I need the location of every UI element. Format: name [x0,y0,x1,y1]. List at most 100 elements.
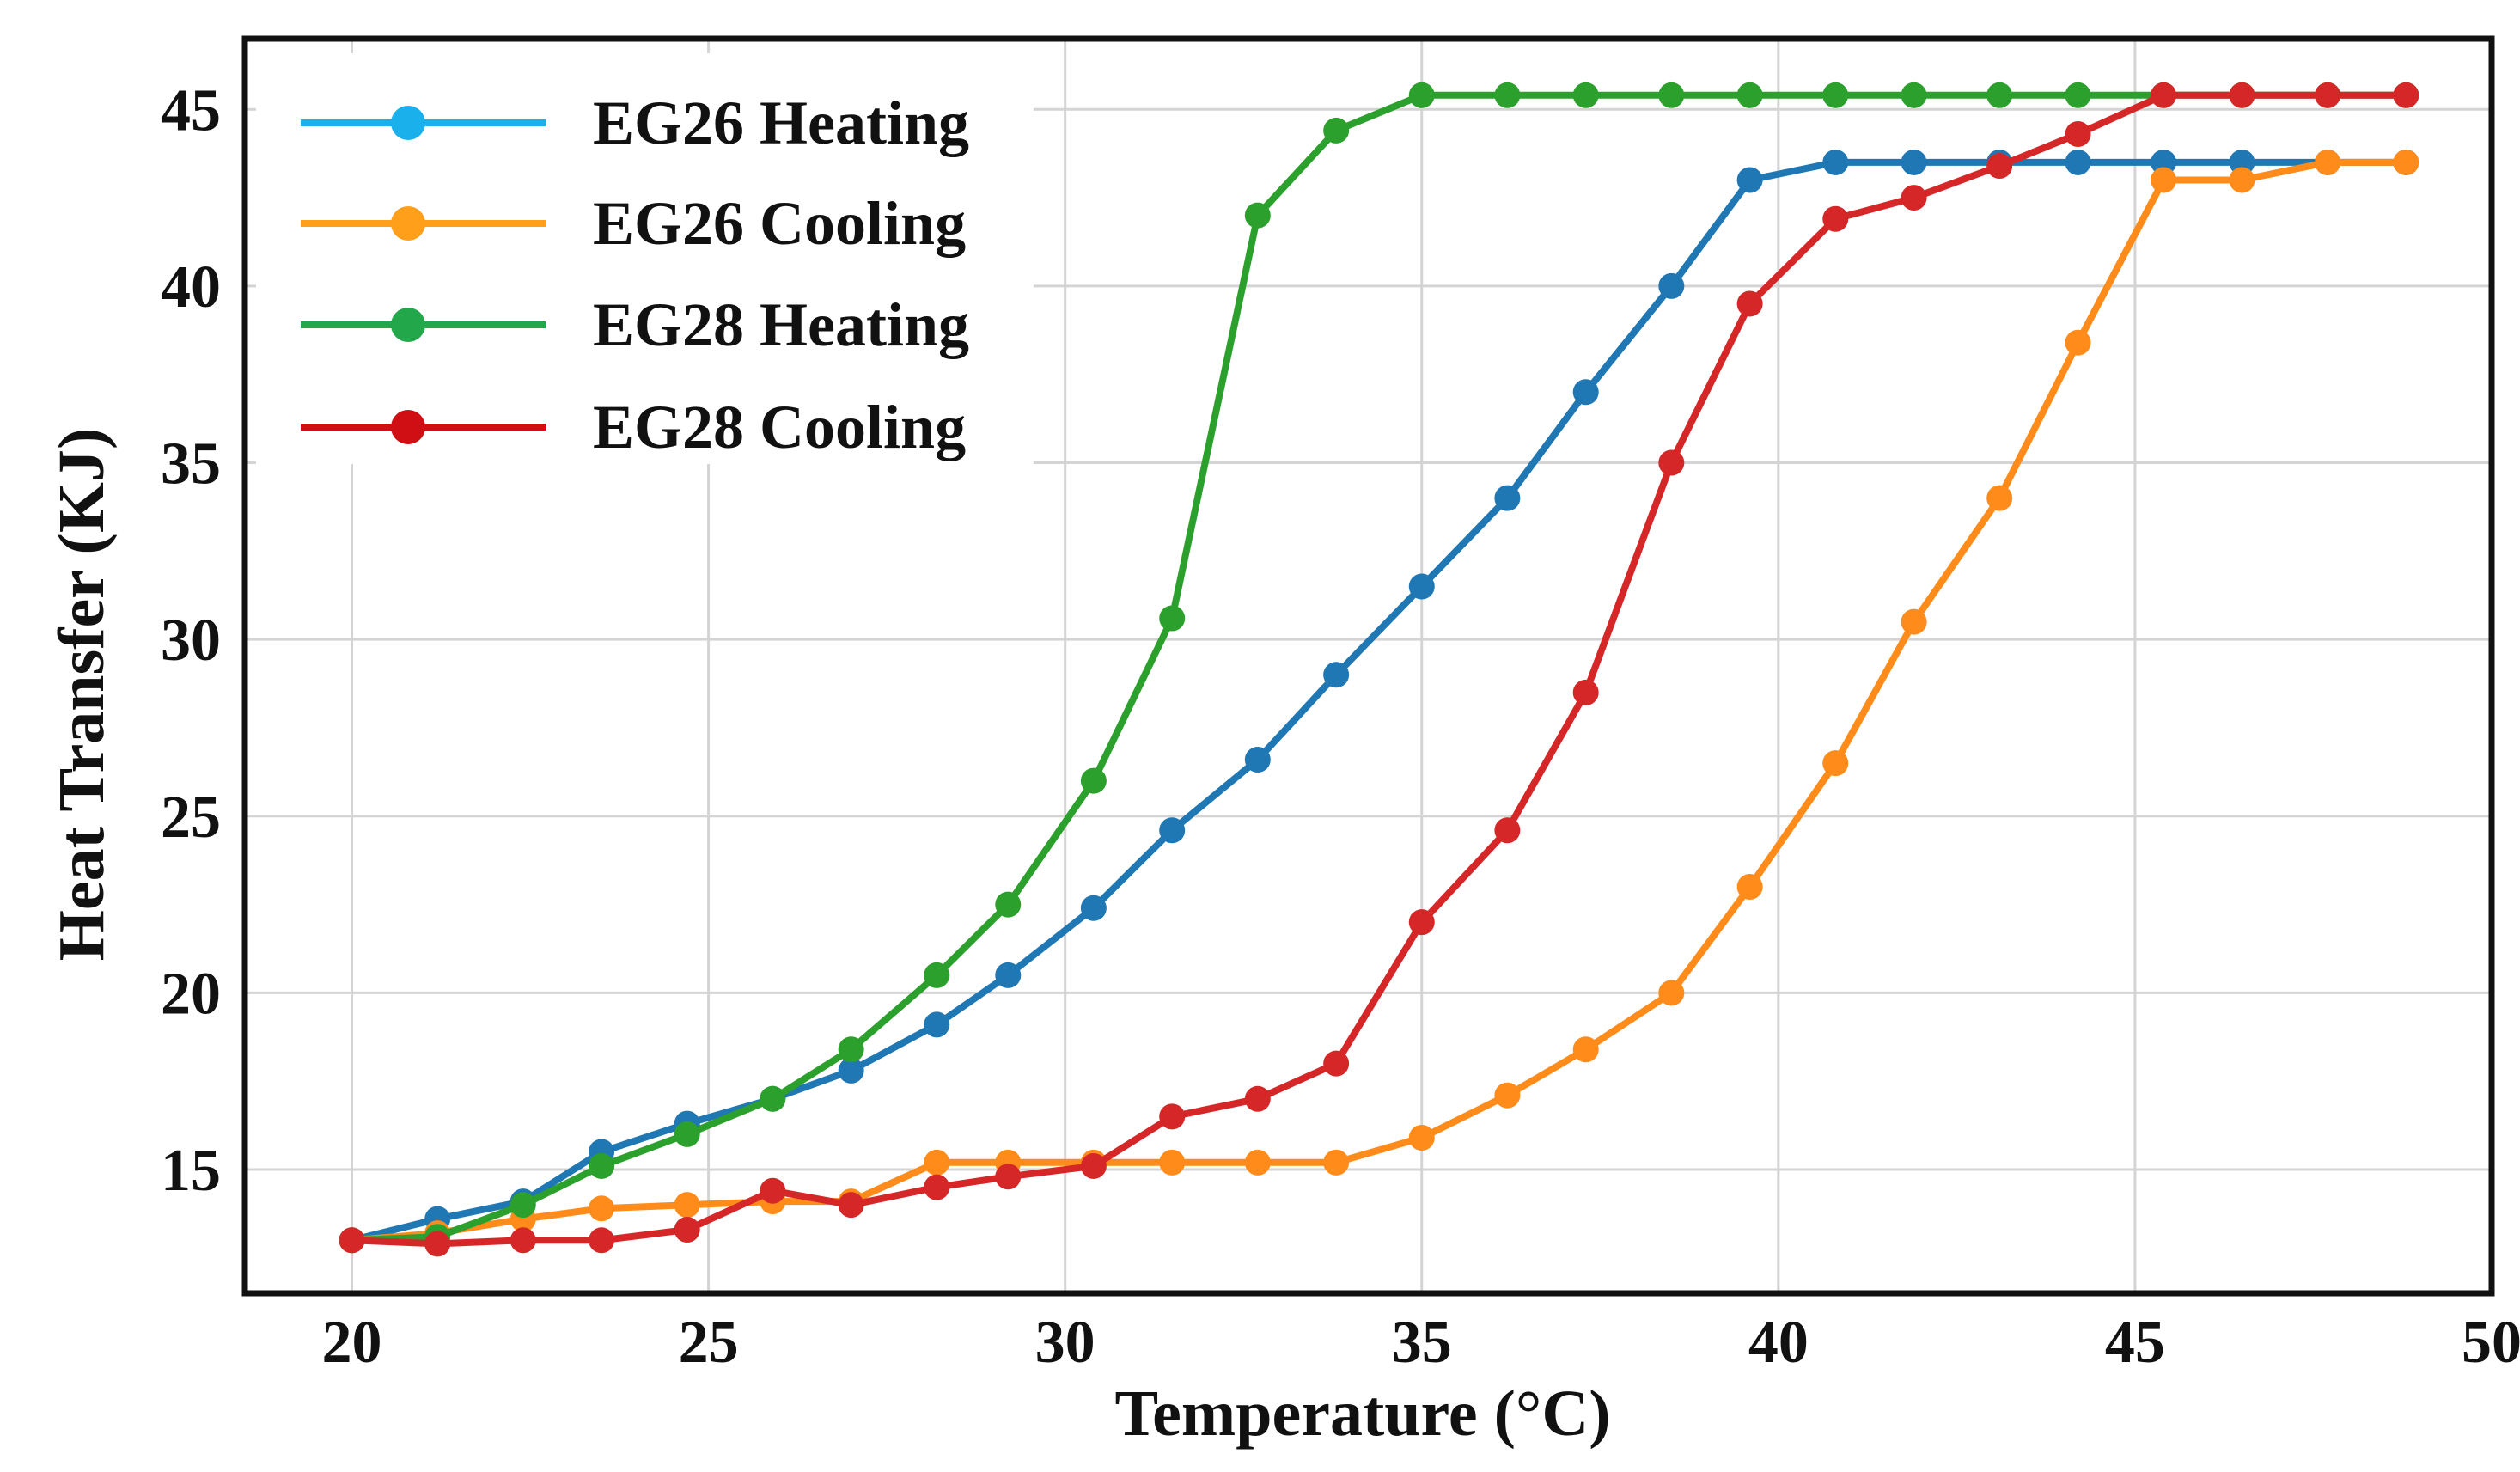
legend-marker [391,106,425,140]
data-point [924,962,950,988]
legend-label: EG28 Cooling [593,393,966,461]
data-point [1901,149,1927,175]
x-axis-label: Temperature (°C) [1114,1377,1610,1450]
plot-frame [241,35,2495,1297]
data-point [1080,895,1107,921]
x-tick-label: 50 [2462,1310,2520,1376]
data-point [760,1085,786,1112]
legend-item: EG28 Cooling [301,393,966,461]
data-point [2065,82,2091,108]
data-point [1494,485,1521,511]
data-point [339,1227,365,1254]
data-point [2151,149,2177,175]
data-point [2229,149,2255,175]
legend-item: EG26 Cooling [301,189,966,258]
data-point [1159,1103,1186,1130]
data-point [1244,1085,1271,1112]
data-point [2151,167,2177,193]
y-tick-label: 15 [161,1138,221,1204]
data-point [2393,82,2419,108]
data-point [674,1121,700,1147]
data-point [924,1011,950,1038]
data-point [1736,874,1763,901]
y-tick-label: 45 [161,77,221,144]
x-tick-label: 25 [679,1310,739,1376]
data-point [589,1227,615,1254]
legend: EG26 Heating EG26 Cooling EG28 Heating EG28… [256,53,1034,464]
data-point [1658,980,1685,1006]
x-tick-label: 35 [1392,1310,1452,1376]
series-line [348,158,2410,1244]
data-point [1080,1152,1107,1179]
x-tick-labels: 20 25 30 35 40 45 50 [322,1310,2520,1376]
y-tick-label: 20 [161,961,221,1027]
y-axis-label: Heat Transfer (KJ) [46,428,118,962]
data-point [2315,149,2341,175]
x-tick-label: 45 [2105,1310,2165,1376]
data-point [1658,449,1685,476]
y-tick-label: 30 [161,608,221,674]
data-point [2393,149,2419,175]
data-point [2065,121,2091,148]
data-point [838,1192,864,1219]
data-point [589,1195,615,1222]
legend-marker [391,308,425,342]
legend-item: EG28 Heating [301,290,969,359]
data-point [2315,82,2341,108]
legend-label: EG26 Heating [593,89,969,157]
data-point [1244,202,1271,229]
data-point [1986,82,2013,108]
data-point [1159,605,1186,632]
y-tick-label: 35 [161,431,221,498]
y-tick-label: 40 [161,254,221,321]
y-tick-label: 25 [161,785,221,851]
data-point [838,1036,864,1063]
data-point [1494,817,1521,844]
data-point [1408,573,1435,600]
data-point [1986,485,2013,511]
data-point [674,1192,700,1219]
data-point [1658,82,1685,108]
legend-marker [391,206,425,241]
data-point [1736,82,1763,108]
legend-item: EG26 Heating [301,89,969,157]
data-point [1408,1125,1435,1151]
data-point [1323,1050,1350,1077]
series-line [348,91,2410,1244]
data-point [1822,205,1849,232]
data-point [1572,379,1599,406]
data-point [1494,1082,1521,1109]
data-point [2229,167,2255,193]
data-point [924,1149,950,1176]
data-point [1658,272,1685,299]
series-line [348,91,2410,1248]
data-point [1159,817,1186,844]
data-point [589,1152,615,1179]
data-point [2229,82,2255,108]
data-point [924,1174,950,1200]
data-point [509,1227,536,1254]
x-tick-label: 40 [1748,1310,1809,1376]
y-tick-labels: 15 20 25 30 35 40 45 [161,77,221,1204]
data-point [995,962,1022,988]
data-point [1572,1036,1599,1063]
data-point [1986,153,2013,180]
data-point [1323,1149,1350,1176]
data-point [424,1231,451,1257]
x-tick-label: 30 [1035,1310,1095,1376]
series-line [348,158,2410,1244]
data-point [1736,290,1763,317]
series-eg28-cooling [339,82,2419,1257]
data-point [1572,82,1599,108]
data-point [838,1057,864,1084]
data-point [1159,1149,1186,1176]
data-point [1080,767,1107,794]
data-point [1901,185,1927,211]
legend-label: EG26 Cooling [593,189,966,258]
data-point [1244,746,1271,773]
data-point [2065,149,2091,175]
data-point [2065,329,2091,356]
data-point [1736,167,1763,193]
data-point [509,1192,536,1219]
